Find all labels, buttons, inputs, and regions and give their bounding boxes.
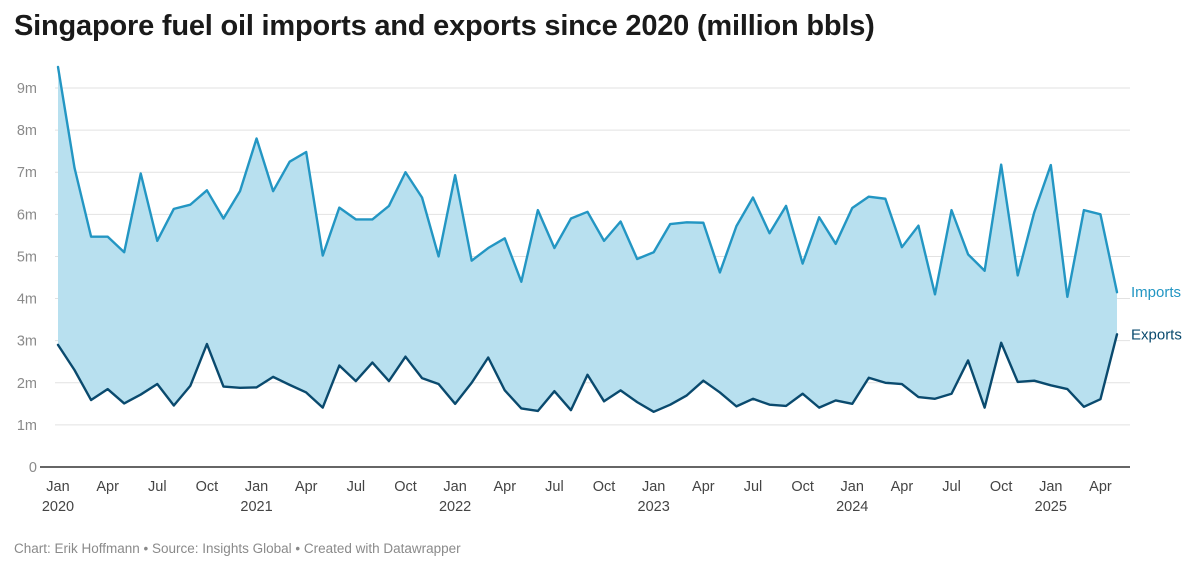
x-tick-label: Jan [841, 479, 864, 495]
x-tick-label: Apr [295, 479, 318, 495]
y-tick-label: 5m [17, 249, 37, 265]
y-tick-label: 7m [17, 165, 37, 181]
x-tick-label: Oct [593, 479, 616, 495]
range-area [58, 66, 1117, 412]
x-tick-label: Apr [692, 479, 715, 495]
y-tick-label: 0 [29, 460, 37, 476]
series-labels: Imports Exports [1131, 284, 1182, 343]
chart-title: Singapore fuel oil imports and exports s… [14, 10, 875, 42]
x-tick-year-label: 2023 [638, 499, 670, 515]
series-lines [56, 65, 1119, 414]
x-tick-label: Apr [891, 479, 914, 495]
y-tick-label: 9m [17, 81, 37, 97]
y-axis-ticks: 0 1m 2m 3m 4m 5m 6m 7m 8m 9m [17, 81, 37, 476]
x-tick-year-label: 2022 [439, 499, 471, 515]
series-line-exports [56, 333, 1119, 414]
y-tick-label: 1m [17, 418, 37, 434]
y-tick-label: 3m [17, 334, 37, 350]
series-label-exports: Exports [1131, 326, 1182, 343]
y-tick-label: 2m [17, 376, 37, 392]
x-tick-label: Jul [545, 479, 564, 495]
x-tick-label: Oct [791, 479, 814, 495]
y-tick-label: 6m [17, 207, 37, 223]
x-tick-year-label: 2021 [240, 499, 272, 515]
x-tick-label: Jan [1039, 479, 1062, 495]
y-tick-label: 4m [17, 292, 37, 308]
chart-footer: Chart: Erik Hoffmann • Source: Insights … [14, 541, 461, 556]
area-between-series [58, 66, 1117, 412]
x-tick-label: Jul [744, 479, 763, 495]
series-label-imports: Imports [1131, 284, 1181, 301]
x-tick-label: Jan [443, 479, 466, 495]
x-tick-label: Oct [990, 479, 1013, 495]
x-tick-label: Apr [493, 479, 516, 495]
x-tick-year-label: 2020 [42, 499, 74, 515]
x-tick-label: Jan [245, 479, 268, 495]
x-tick-label: Jul [942, 479, 961, 495]
x-tick-year-label: 2024 [836, 499, 868, 515]
series-line-imports [56, 65, 1119, 299]
x-axis-ticks: Jan 2020 Apr Jul Oct Jan 2021 Apr Jul Oct Jan 2022 A… [42, 479, 1112, 515]
x-tick-label: Jan [642, 479, 665, 495]
x-tick-label: Jan [46, 479, 69, 495]
x-tick-label: Oct [196, 479, 219, 495]
x-tick-label: Jul [347, 479, 366, 495]
x-tick-year-label: 2025 [1035, 499, 1067, 515]
y-tick-label: 8m [17, 123, 37, 139]
x-tick-label: Apr [96, 479, 119, 495]
x-tick-label: Oct [394, 479, 417, 495]
x-tick-label: Apr [1089, 479, 1112, 495]
x-tick-label: Jul [148, 479, 167, 495]
